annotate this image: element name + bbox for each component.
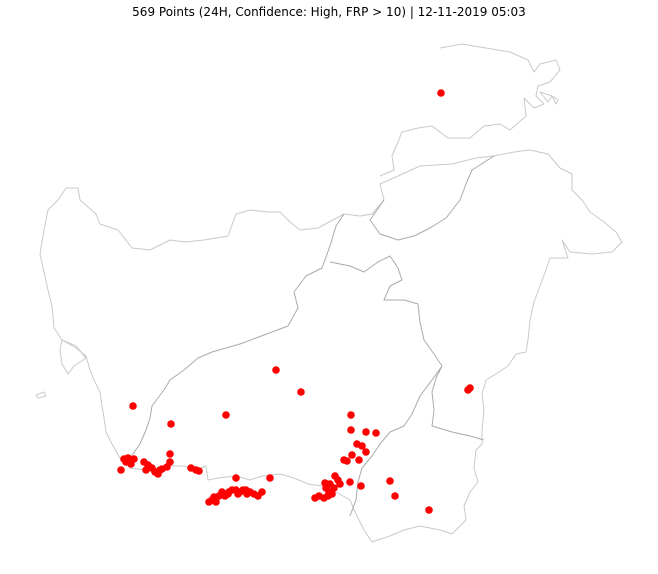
fire-point — [328, 490, 336, 498]
fire-point — [167, 420, 175, 428]
province-borders — [129, 155, 495, 517]
coastline — [35, 43, 623, 543]
fire-points — [117, 89, 474, 514]
fire-point — [347, 411, 355, 419]
fire-point — [348, 451, 356, 459]
fire-point — [343, 457, 351, 465]
fire-point — [362, 428, 370, 436]
fire-point — [372, 429, 380, 437]
region-outlines — [35, 43, 623, 543]
fire-point — [362, 448, 370, 456]
fire-point — [142, 466, 150, 474]
fire-point — [272, 366, 280, 374]
map-title: 569 Points (24H, Confidence: High, FRP >… — [132, 5, 526, 19]
fire-point — [355, 456, 363, 464]
fire-point — [437, 89, 445, 97]
fire-point — [232, 474, 240, 482]
fire-point — [336, 480, 344, 488]
fire-point — [258, 488, 266, 496]
fire-point — [466, 384, 474, 392]
fire-point — [391, 492, 399, 500]
fire-point — [195, 467, 203, 475]
fire-point — [347, 426, 355, 434]
fire-point — [425, 506, 433, 514]
fire-point — [243, 490, 251, 498]
fire-point — [358, 442, 366, 450]
fire-point — [127, 460, 135, 468]
fire-point — [129, 402, 137, 410]
fire-point — [218, 488, 226, 496]
fire-point — [212, 498, 220, 506]
fire-point — [224, 490, 232, 498]
fire-point — [166, 450, 174, 458]
fire-point — [386, 477, 394, 485]
fire-point — [297, 388, 305, 396]
fire-point — [266, 474, 274, 482]
fire-point — [320, 494, 328, 502]
fire-point — [234, 490, 242, 498]
fire-point — [117, 466, 125, 474]
fire-point — [346, 478, 354, 486]
fire-point — [357, 482, 365, 490]
fire-point — [222, 411, 230, 419]
fire-point — [163, 463, 171, 471]
